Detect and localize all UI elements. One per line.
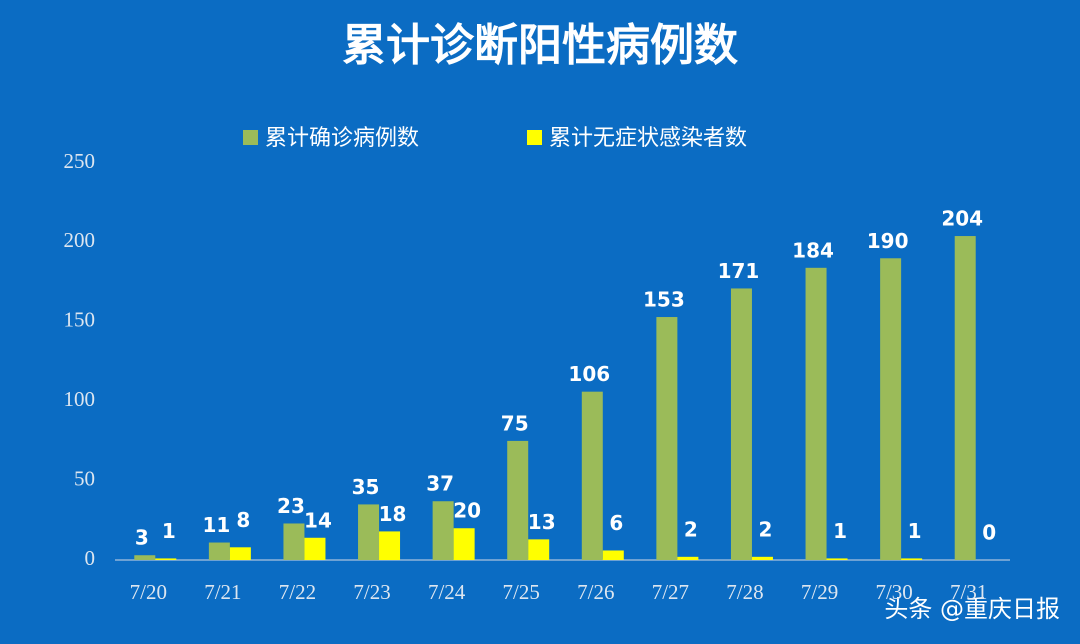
legend-swatch	[527, 130, 542, 145]
bar	[730, 288, 752, 560]
bar	[283, 523, 305, 560]
bar	[134, 555, 156, 560]
value-label: 23	[277, 494, 305, 518]
x-tick-label: 7/25	[503, 580, 540, 604]
bar	[229, 547, 251, 560]
watermark: 头条 @重庆日报	[884, 595, 1060, 623]
bar	[528, 539, 550, 560]
bar	[379, 531, 401, 560]
value-label: 75	[501, 411, 529, 435]
value-label: 35	[352, 475, 380, 499]
value-label: 37	[426, 472, 454, 496]
value-label: 2	[758, 517, 772, 541]
x-tick-label: 7/23	[353, 580, 390, 604]
legend-label: 累计确诊病例数	[265, 126, 419, 151]
x-tick-label: 7/29	[801, 580, 838, 604]
x-tick-label: 7/28	[726, 580, 763, 604]
value-label: 8	[236, 508, 250, 532]
bar	[581, 391, 603, 560]
bar	[751, 556, 773, 560]
bar	[155, 558, 177, 560]
value-label: 1	[162, 519, 176, 543]
value-label: 6	[609, 511, 623, 535]
y-tick-label: 100	[64, 387, 96, 411]
value-label: 0	[982, 521, 996, 545]
bar	[826, 558, 848, 560]
x-tick-label: 7/24	[428, 580, 466, 604]
bar	[901, 558, 923, 560]
x-tick-label: 7/27	[652, 580, 689, 604]
x-tick-label: 7/30	[875, 580, 912, 604]
bar	[656, 317, 678, 560]
value-label: 153	[643, 288, 685, 312]
bar	[432, 501, 454, 560]
value-label: 2	[684, 517, 698, 541]
value-label: 106	[568, 362, 610, 386]
x-tick-label: 7/21	[204, 580, 241, 604]
value-label: 3	[135, 526, 149, 550]
y-tick-label: 250	[64, 149, 96, 173]
y-tick-label: 150	[64, 308, 96, 332]
value-label: 184	[792, 238, 834, 262]
x-tick-label: 7/31	[950, 580, 987, 604]
legend-label: 累计无症状感染者数	[549, 126, 747, 151]
y-tick-label: 200	[64, 228, 96, 252]
value-label: 11	[202, 513, 230, 537]
bar	[880, 258, 902, 560]
x-tick-label: 7/22	[279, 580, 316, 604]
bar	[358, 504, 380, 560]
bar	[805, 267, 827, 560]
x-tick-label: 7/26	[577, 580, 614, 604]
value-label: 13	[528, 510, 556, 534]
value-label: 14	[304, 508, 332, 532]
bar	[208, 542, 230, 560]
value-label: 171	[718, 259, 760, 283]
value-label: 18	[379, 502, 407, 526]
chart-title: 累计诊断阳性病例数	[342, 20, 738, 71]
x-tick-label: 7/20	[130, 580, 167, 604]
bar	[453, 528, 475, 560]
y-tick-label: 50	[74, 466, 95, 490]
value-label: 1	[833, 519, 847, 543]
value-label: 20	[453, 499, 481, 523]
legend-swatch	[243, 130, 258, 145]
y-tick-label: 0	[85, 546, 96, 570]
bar	[602, 550, 624, 560]
bar	[507, 440, 529, 560]
bar	[954, 236, 976, 560]
bar	[677, 556, 699, 560]
bar	[304, 537, 326, 560]
value-label: 204	[941, 207, 983, 231]
value-label: 1	[908, 519, 922, 543]
value-label: 190	[867, 229, 909, 253]
